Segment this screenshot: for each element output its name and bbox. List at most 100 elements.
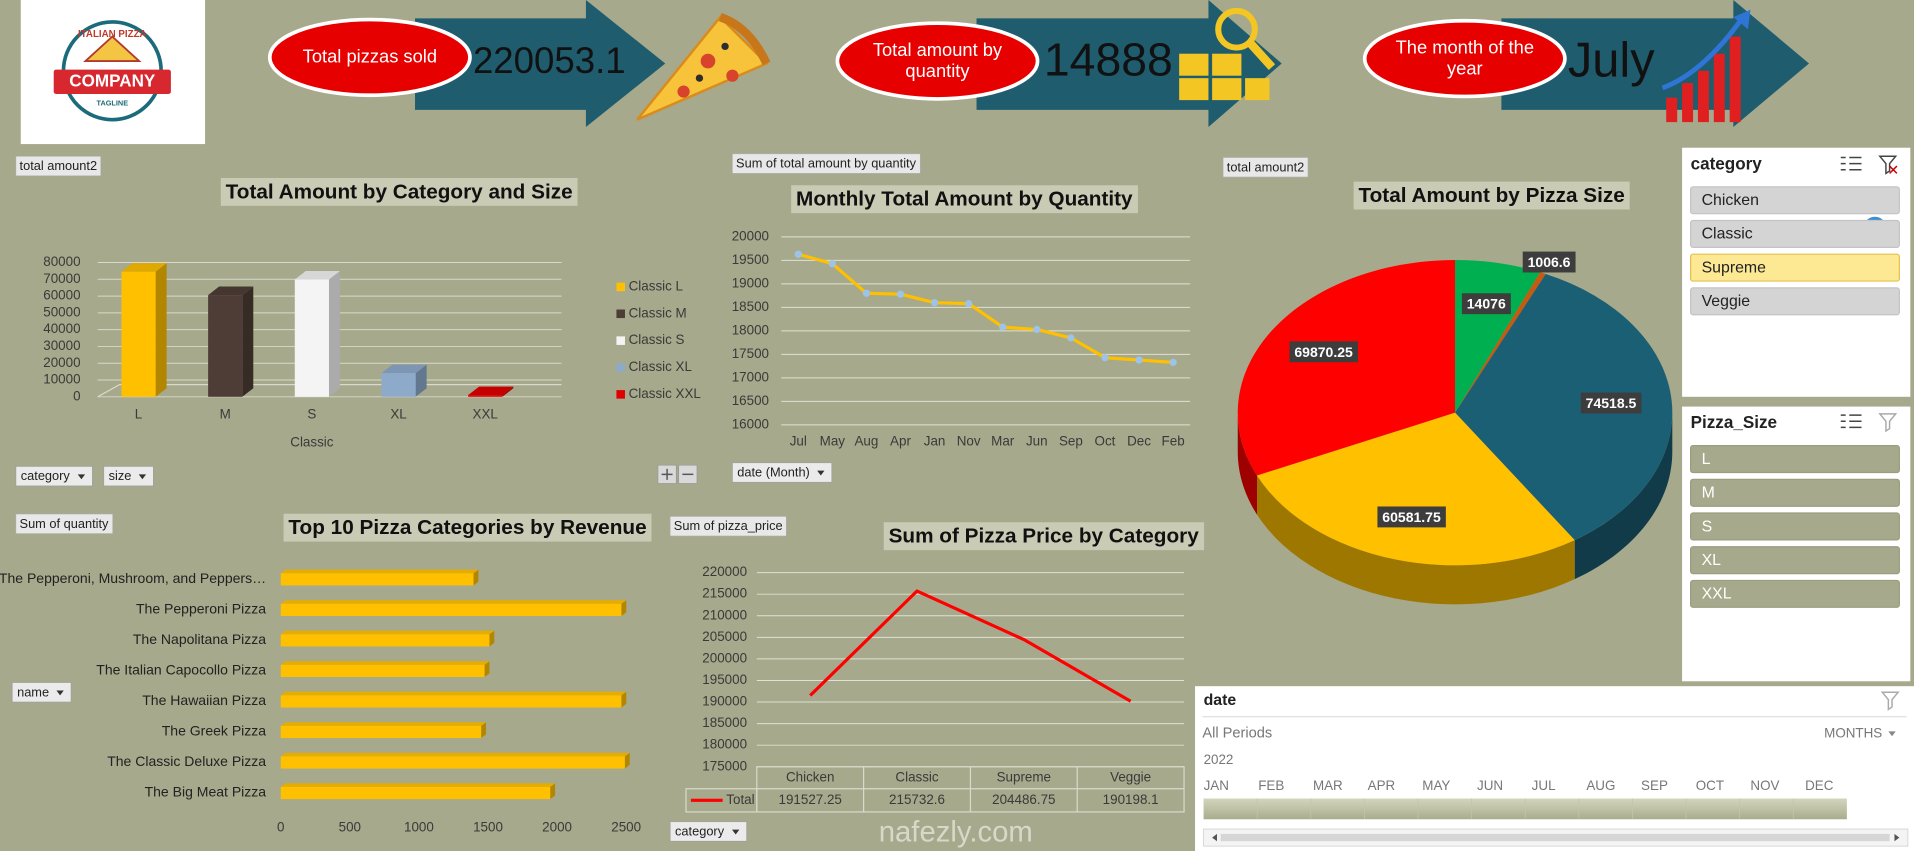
bar-side bbox=[328, 270, 340, 397]
slicer-item[interactable] bbox=[1690, 478, 1900, 507]
kpi-value: 14888 bbox=[1044, 34, 1173, 86]
x-tick-label: Sep bbox=[1059, 434, 1083, 449]
timeline-month[interactable]: MAR bbox=[1313, 778, 1343, 793]
x-tick-label: May bbox=[820, 434, 846, 449]
kpi-value: July bbox=[1568, 33, 1655, 87]
field-button-label: name bbox=[17, 684, 49, 699]
y-tick-label: 215000 bbox=[702, 586, 747, 601]
bar bbox=[280, 634, 490, 647]
bar-top bbox=[280, 783, 556, 787]
x-tick-label: S bbox=[307, 407, 316, 422]
slicer-item[interactable] bbox=[1690, 512, 1900, 541]
slicer-item[interactable] bbox=[1690, 445, 1900, 474]
slicer-item-label: Chicken bbox=[1702, 192, 1759, 209]
bar-side bbox=[621, 691, 627, 708]
x-tick-label: Jan bbox=[924, 434, 946, 449]
x-tick-label: 0 bbox=[277, 819, 284, 834]
legend-swatch bbox=[616, 309, 625, 319]
bar-top bbox=[280, 722, 486, 726]
data-label: 1006.6 bbox=[1528, 254, 1571, 270]
bar-top bbox=[280, 661, 490, 665]
legend-swatch bbox=[616, 390, 625, 399]
logo-line1: ITALIAN PIZZA bbox=[78, 29, 147, 40]
x-tick-label: Chicken bbox=[786, 769, 834, 784]
slicer-item[interactable] bbox=[1690, 546, 1900, 575]
timeline-month[interactable]: JUL bbox=[1532, 778, 1556, 793]
y-tick-label: 19000 bbox=[732, 275, 769, 290]
bar bbox=[280, 786, 551, 800]
marker bbox=[794, 250, 802, 258]
value-field-box bbox=[15, 155, 102, 177]
timeline-clear-icon[interactable] bbox=[1880, 691, 1900, 711]
timeline-month[interactable]: MAY bbox=[1422, 778, 1450, 793]
timeline-title: date bbox=[1204, 692, 1237, 709]
data-label-box bbox=[1522, 251, 1576, 273]
marker bbox=[896, 290, 905, 298]
marker bbox=[964, 299, 973, 308]
marker bbox=[1033, 325, 1041, 334]
y-tick-label: 19500 bbox=[732, 252, 769, 267]
x-tick-label: Classic bbox=[895, 769, 938, 784]
timeline-month[interactable]: FEB bbox=[1258, 778, 1284, 793]
pie-slice bbox=[1257, 412, 1575, 566]
kpi-value: 220053.1 bbox=[473, 40, 626, 81]
value-field-button: Sum of total amount by quantity bbox=[736, 156, 917, 171]
bar-top bbox=[208, 286, 254, 296]
timeline-month[interactable]: SEP bbox=[1641, 778, 1668, 793]
legend-swatch bbox=[616, 363, 625, 372]
timeline-month[interactable]: DEC bbox=[1805, 778, 1834, 793]
field-button[interactable] bbox=[669, 821, 748, 842]
bar bbox=[280, 603, 622, 616]
timeline-month[interactable]: JAN bbox=[1204, 778, 1229, 793]
bar-top bbox=[280, 630, 495, 635]
y-tick-label: 60000 bbox=[43, 288, 80, 303]
field-button-label: size bbox=[109, 468, 132, 483]
value-field-button: total amount2 bbox=[20, 158, 98, 173]
bar-side bbox=[621, 600, 627, 616]
data-label: 60581.75 bbox=[1382, 509, 1441, 525]
field-button[interactable] bbox=[103, 466, 154, 487]
timeline-level[interactable]: MONTHS bbox=[1824, 725, 1882, 740]
scroll-thumb[interactable] bbox=[1220, 833, 1890, 842]
slicer-item[interactable] bbox=[1690, 186, 1900, 215]
slicer-item[interactable] bbox=[1690, 287, 1900, 316]
x-tick-label: XL bbox=[390, 407, 407, 422]
kpi-arrow bbox=[415, 0, 666, 127]
slicer-item[interactable] bbox=[1690, 579, 1900, 608]
plus-icon bbox=[661, 468, 673, 480]
y-tick-label: 220000 bbox=[702, 564, 747, 579]
dropdown-arrow bbox=[817, 470, 825, 476]
slicer-icons[interactable] bbox=[1840, 155, 1898, 433]
y-tick-label: 10000 bbox=[43, 372, 80, 387]
bar bbox=[280, 695, 622, 708]
timeline-month[interactable]: APR bbox=[1368, 778, 1396, 793]
field-button[interactable] bbox=[15, 466, 93, 487]
bar bbox=[121, 271, 156, 397]
legend-label: Classic L bbox=[629, 278, 684, 293]
bar bbox=[280, 725, 482, 739]
data-label-box bbox=[1377, 506, 1446, 528]
slicer-item[interactable] bbox=[1690, 253, 1900, 282]
x-tick-label: 2000 bbox=[542, 819, 572, 834]
dropdown-arrow[interactable] bbox=[1888, 731, 1896, 737]
x-tick-label: Apr bbox=[890, 434, 911, 449]
bar bbox=[294, 279, 329, 397]
y-tick-label: The Napolitana Pizza bbox=[133, 631, 266, 647]
pie-slice bbox=[1455, 272, 1546, 413]
y-tick-label: The Italian Capocollo Pizza bbox=[96, 662, 266, 678]
field-button[interactable] bbox=[732, 462, 833, 483]
slicer-item[interactable] bbox=[1690, 219, 1900, 248]
field-button[interactable] bbox=[11, 682, 72, 703]
pie-side bbox=[1257, 475, 1575, 605]
timeline-year: 2022 bbox=[1204, 752, 1234, 767]
timeline-month[interactable]: OCT bbox=[1696, 778, 1724, 793]
timeline-month[interactable]: AUG bbox=[1586, 778, 1615, 793]
timeline-month[interactable]: NOV bbox=[1750, 778, 1779, 793]
timeline-month[interactable]: JUN bbox=[1477, 778, 1503, 793]
chart-title-box bbox=[220, 177, 578, 206]
data-table-value: 191527.25 bbox=[779, 792, 842, 807]
data-label: 69870.25 bbox=[1294, 344, 1353, 360]
line bbox=[797, 252, 1174, 364]
bar bbox=[280, 756, 625, 769]
